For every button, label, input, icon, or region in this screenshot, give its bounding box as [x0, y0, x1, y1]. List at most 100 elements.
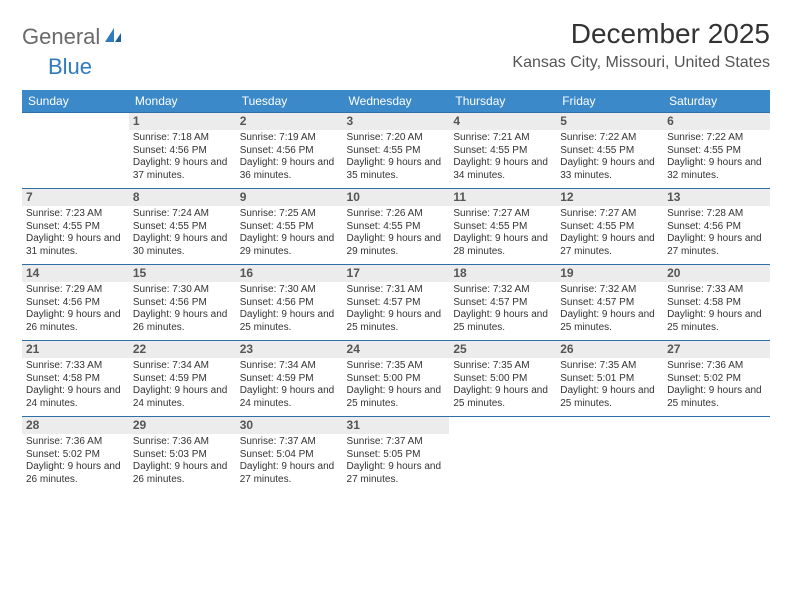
- day-info-line: Sunset: 4:55 PM: [133, 221, 232, 234]
- week-row: 7Sunrise: 7:23 AMSunset: 4:55 PMDaylight…: [22, 189, 770, 265]
- day-info-line: Sunrise: 7:21 AM: [453, 132, 552, 145]
- day-number: 25: [449, 341, 556, 358]
- day-info-line: Sunset: 4:55 PM: [560, 145, 659, 158]
- day-info-line: Sunset: 4:57 PM: [560, 297, 659, 310]
- day-info-line: Sunset: 4:59 PM: [133, 373, 232, 386]
- day-info-line: Sunset: 4:55 PM: [667, 145, 766, 158]
- day-cell: 19 Sunrise: 7:32 AMSunset: 4:57 PMDayligh…: [556, 265, 663, 341]
- day-info-line: Sunrise: 7:35 AM: [560, 360, 659, 373]
- day-info-line: Sunrise: 7:37 AM: [347, 436, 446, 449]
- day-number: 23: [236, 341, 343, 358]
- day-header: Friday: [556, 90, 663, 113]
- day-info-line: Sunrise: 7:22 AM: [667, 132, 766, 145]
- day-info-line: Daylight: 9 hours and 26 minutes.: [133, 461, 232, 486]
- day-cell: 22Sunrise: 7:34 AMSunset: 4:59 PMDayligh…: [129, 341, 236, 417]
- day-info-line: Sunset: 4:58 PM: [667, 297, 766, 310]
- day-header: Tuesday: [236, 90, 343, 113]
- day-info-line: Sunrise: 7:37 AM: [240, 436, 339, 449]
- day-cell: [663, 417, 770, 493]
- day-info-line: Sunset: 4:58 PM: [26, 373, 125, 386]
- day-cell: [556, 417, 663, 493]
- day-cell: [22, 113, 129, 189]
- day-info-line: Sunrise: 7:30 AM: [133, 284, 232, 297]
- day-number: 3: [343, 113, 450, 130]
- day-number: 10: [343, 189, 450, 206]
- day-cell: 6Sunrise: 7:22 AMSunset: 4:55 PMDaylight…: [663, 113, 770, 189]
- day-info-line: Daylight: 9 hours and 24 minutes.: [26, 385, 125, 410]
- day-info-line: Daylight: 9 hours and 26 minutes.: [133, 309, 232, 334]
- calendar-table: SundayMondayTuesdayWednesdayThursdayFrid…: [22, 90, 770, 492]
- day-info-line: Daylight: 9 hours and 28 minutes.: [453, 233, 552, 258]
- day-info-line: Sunrise: 7:26 AM: [347, 208, 446, 221]
- day-info-line: Sunrise: 7:34 AM: [240, 360, 339, 373]
- day-info-line: Sunrise: 7:32 AM: [560, 284, 659, 297]
- day-info-line: Sunset: 4:56 PM: [26, 297, 125, 310]
- day-info-line: Sunrise: 7:35 AM: [453, 360, 552, 373]
- day-number: 19: [556, 265, 663, 282]
- day-info-line: Daylight: 9 hours and 32 minutes.: [667, 157, 766, 182]
- day-info-line: Daylight: 9 hours and 27 minutes.: [240, 461, 339, 486]
- day-number: 1: [129, 113, 236, 130]
- day-cell: 18Sunrise: 7:32 AMSunset: 4:57 PMDayligh…: [449, 265, 556, 341]
- day-header: Monday: [129, 90, 236, 113]
- day-info-line: Daylight: 9 hours and 33 minutes.: [560, 157, 659, 182]
- day-info-line: Daylight: 9 hours and 25 minutes.: [347, 385, 446, 410]
- day-cell: 15Sunrise: 7:30 AMSunset: 4:56 PMDayligh…: [129, 265, 236, 341]
- location: Kansas City, Missouri, United States: [512, 54, 770, 72]
- day-info-line: Sunset: 4:55 PM: [453, 221, 552, 234]
- day-info-line: Sunrise: 7:34 AM: [133, 360, 232, 373]
- day-info-line: Daylight: 9 hours and 30 minutes.: [133, 233, 232, 258]
- day-number: 14: [22, 265, 129, 282]
- day-number: 28: [22, 417, 129, 434]
- day-cell: 1Sunrise: 7:18 AMSunset: 4:56 PMDaylight…: [129, 113, 236, 189]
- day-info-line: Sunset: 4:57 PM: [453, 297, 552, 310]
- day-info-line: Daylight: 9 hours and 25 minutes.: [667, 385, 766, 410]
- day-info-line: Daylight: 9 hours and 29 minutes.: [347, 233, 446, 258]
- day-info-line: Sunrise: 7:35 AM: [347, 360, 446, 373]
- day-info-line: Sunset: 4:55 PM: [26, 221, 125, 234]
- day-cell: 12Sunrise: 7:27 AMSunset: 4:55 PMDayligh…: [556, 189, 663, 265]
- brand-part2: Blue: [48, 54, 92, 80]
- day-info-line: Sunrise: 7:36 AM: [667, 360, 766, 373]
- day-number: 22: [129, 341, 236, 358]
- day-number: 24: [343, 341, 450, 358]
- day-info-line: Daylight: 9 hours and 25 minutes.: [560, 309, 659, 334]
- day-number: 17: [343, 265, 450, 282]
- day-cell: 20Sunrise: 7:33 AMSunset: 4:58 PMDayligh…: [663, 265, 770, 341]
- month-title: December 2025: [512, 18, 770, 50]
- day-info-line: Sunrise: 7:33 AM: [26, 360, 125, 373]
- day-number: 18: [449, 265, 556, 282]
- day-cell: 3Sunrise: 7:20 AMSunset: 4:55 PMDaylight…: [343, 113, 450, 189]
- brand-logo: General: [22, 24, 124, 50]
- day-info-line: Sunrise: 7:30 AM: [240, 284, 339, 297]
- day-info-line: Daylight: 9 hours and 24 minutes.: [240, 385, 339, 410]
- day-cell: 4Sunrise: 7:21 AMSunset: 4:55 PMDaylight…: [449, 113, 556, 189]
- day-number: 9: [236, 189, 343, 206]
- day-number: 2: [236, 113, 343, 130]
- day-info-line: Sunrise: 7:29 AM: [26, 284, 125, 297]
- day-cell: 31Sunrise: 7:37 AMSunset: 5:05 PMDayligh…: [343, 417, 450, 493]
- day-info-line: Sunset: 5:02 PM: [667, 373, 766, 386]
- day-cell: 27Sunrise: 7:36 AMSunset: 5:02 PMDayligh…: [663, 341, 770, 417]
- day-info-line: Sunset: 5:04 PM: [240, 449, 339, 462]
- day-cell: 24Sunrise: 7:35 AMSunset: 5:00 PMDayligh…: [343, 341, 450, 417]
- day-info-line: Daylight: 9 hours and 27 minutes.: [560, 233, 659, 258]
- day-info-line: Sunrise: 7:31 AM: [347, 284, 446, 297]
- day-info-line: Daylight: 9 hours and 37 minutes.: [133, 157, 232, 182]
- day-info-line: Sunrise: 7:28 AM: [667, 208, 766, 221]
- day-info-line: Daylight: 9 hours and 25 minutes.: [667, 309, 766, 334]
- day-header: Thursday: [449, 90, 556, 113]
- week-row: 14 Sunrise: 7:29 AMSunset: 4:56 PM Dayligh…: [22, 265, 770, 341]
- day-info-line: Sunrise: 7:32 AM: [453, 284, 552, 297]
- day-cell: 14Sunrise: 7:29 AMSunset: 4:56 PMDayligh…: [22, 265, 129, 341]
- day-cell: 30Sunrise: 7:37 AMSunset: 5:04 PMDayligh…: [236, 417, 343, 493]
- day-cell: 28Sunrise: 7:36 AMSunset: 5:02 PMDayligh…: [22, 417, 129, 493]
- day-info-line: Sunrise: 7:20 AM: [347, 132, 446, 145]
- day-info-line: Sunset: 4:55 PM: [453, 145, 552, 158]
- week-row: 21Sunrise: 7:33 AMSunset: 4:58 PMDayligh…: [22, 341, 770, 417]
- day-cell: 23Sunrise: 7:34 AMSunset: 4:59 PMDayligh…: [236, 341, 343, 417]
- day-info-line: Sunrise: 7:23 AM: [26, 208, 125, 221]
- day-info-line: Daylight: 9 hours and 35 minutes.: [347, 157, 446, 182]
- day-info-line: Sunrise: 7:19 AM: [240, 132, 339, 145]
- day-number: 13: [663, 189, 770, 206]
